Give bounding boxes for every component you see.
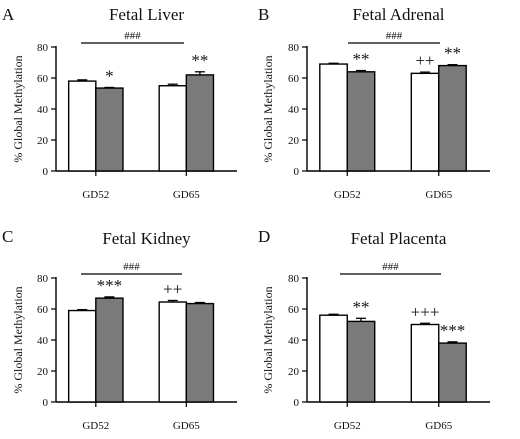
y-tick-label: 0 <box>43 166 49 178</box>
significance-label: +++ <box>411 302 440 321</box>
y-tick-label: 40 <box>288 104 300 116</box>
y-tick-label: 60 <box>37 73 49 85</box>
y-tick-label: 40 <box>288 335 300 347</box>
chart-panel: A Fetal Liver % Global Methylation 0 20 40 60 8… <box>2 5 237 201</box>
y-tick-label: 40 <box>37 104 49 116</box>
significance-label: ** <box>191 51 208 70</box>
significance-label: ** <box>352 297 369 316</box>
y-tick-label: 20 <box>288 366 300 378</box>
bar <box>438 64 467 172</box>
x-tick-label: GD65 <box>173 420 200 432</box>
y-tick-label: 20 <box>288 135 300 147</box>
bar <box>438 342 467 403</box>
y-axis-label: % Global Methylation <box>261 286 275 393</box>
y-tick-label: 60 <box>37 304 49 316</box>
bar <box>410 323 440 403</box>
x-tick-label: GD52 <box>82 420 109 432</box>
bar <box>95 297 124 403</box>
significance-label: ** <box>444 44 461 63</box>
significance-label: * <box>105 66 114 85</box>
comparison-label: ### <box>124 30 141 42</box>
y-tick-label: 80 <box>37 273 49 285</box>
x-tick-label: GD52 <box>334 189 361 201</box>
bar <box>346 320 376 403</box>
y-tick-label: 60 <box>288 73 300 85</box>
comparison-label: ### <box>382 261 399 273</box>
y-tick-label: 80 <box>37 42 49 54</box>
y-tick-label: 20 <box>37 135 49 147</box>
bar <box>346 71 376 172</box>
comparison-label: ### <box>123 261 140 273</box>
panel-letter: C <box>2 227 13 246</box>
chart-panel: B Fetal Adrenal % Global Methylation 0 20 40 6… <box>258 5 490 201</box>
y-tick-label: 0 <box>294 397 300 409</box>
y-tick-label: 80 <box>288 42 300 54</box>
bar <box>158 301 188 403</box>
significance-label: *** <box>97 276 123 295</box>
x-tick-label: GD65 <box>425 420 452 432</box>
bar <box>185 302 215 403</box>
significance-label: *** <box>440 321 466 340</box>
significance-label: ** <box>352 50 369 69</box>
panel-letter: A <box>2 5 15 24</box>
panel-letter: D <box>258 227 270 246</box>
x-tick-label: GD52 <box>334 420 361 432</box>
bar <box>95 87 124 172</box>
bar <box>67 80 97 172</box>
comparison-label: ### <box>386 30 403 42</box>
y-axis-label: % Global Methylation <box>261 55 275 162</box>
significance-label: ++ <box>415 51 434 70</box>
bar <box>185 74 215 172</box>
bar <box>410 72 440 172</box>
bar <box>158 85 188 172</box>
chart-title: Fetal Adrenal <box>352 5 444 24</box>
y-axis-label: % Global Methylation <box>11 55 25 162</box>
chart-title: Fetal Kidney <box>102 229 191 248</box>
y-tick-label: 80 <box>288 273 300 285</box>
panel-letter: B <box>258 5 269 24</box>
bar <box>319 314 348 403</box>
bar <box>319 63 348 172</box>
y-tick-label: 0 <box>294 166 300 178</box>
chart-title: Fetal Placenta <box>351 229 447 248</box>
chart-title: Fetal Liver <box>109 5 184 24</box>
x-tick-label: GD65 <box>425 189 452 201</box>
chart-panel: D Fetal Placenta % Global Methylation 0 20 40… <box>258 227 490 432</box>
y-tick-label: 20 <box>37 366 49 378</box>
chart-panel: C Fetal Kidney % Global Methylation 0 20 40 60… <box>2 227 237 432</box>
x-tick-label: GD65 <box>173 189 200 201</box>
y-tick-label: 0 <box>43 397 49 409</box>
y-tick-label: 60 <box>288 304 300 316</box>
y-axis-label: % Global Methylation <box>11 286 25 393</box>
y-tick-label: 40 <box>37 335 49 347</box>
significance-label: ++ <box>163 279 182 298</box>
bar <box>67 309 97 403</box>
x-tick-label: GD52 <box>82 189 109 201</box>
